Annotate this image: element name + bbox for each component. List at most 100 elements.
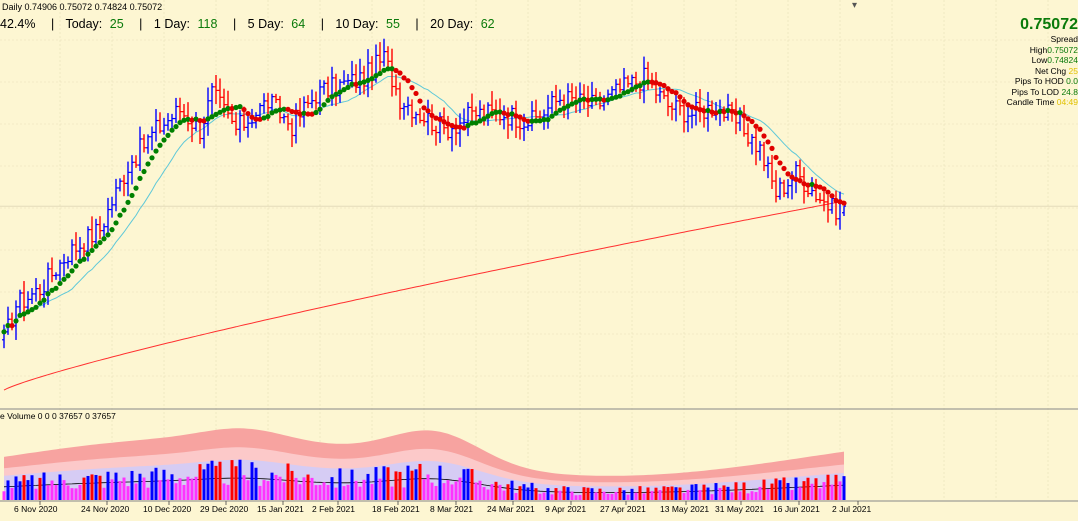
price-bar	[358, 58, 362, 96]
volume-bar	[618, 487, 622, 500]
trend-ma-dot	[513, 113, 519, 119]
trend-ma-dot	[153, 148, 159, 154]
trend-ma-dot	[761, 133, 767, 139]
volume-bar	[14, 476, 18, 500]
volume-bar	[690, 484, 694, 500]
volume-bar	[130, 470, 134, 500]
price-bar	[74, 232, 78, 261]
trend-ma-dot	[45, 291, 51, 297]
price-info-panel: 0.75072 Spread High0.75072 Low0.74824 Ne…	[978, 16, 1078, 108]
price-bar	[822, 191, 826, 212]
price-bar	[410, 99, 414, 128]
price-bar	[322, 80, 326, 95]
volume-bar	[762, 479, 766, 500]
trend-ma-dot	[229, 105, 235, 112]
trend-ma-dot	[525, 118, 531, 124]
volume-bar	[386, 467, 390, 500]
trend-ma-dot	[161, 137, 167, 143]
trend-ma-dot	[381, 67, 387, 73]
price-bar	[150, 126, 154, 151]
trend-ma-dot	[57, 280, 63, 287]
trend-ma-dot	[609, 95, 615, 101]
price-bar	[274, 93, 278, 104]
price-bar	[162, 117, 166, 135]
price-bar	[502, 105, 506, 130]
scroll-down-icon[interactable]: ▾	[852, 0, 858, 11]
pips-to-lod-label: Pips To LOD	[1011, 86, 1060, 97]
price-bar	[282, 113, 286, 124]
volume-bar	[142, 477, 146, 500]
trend-ma-dot	[89, 247, 95, 254]
trend-ma-dot	[541, 117, 547, 123]
volume-bar	[606, 493, 610, 500]
price-bar	[806, 186, 810, 198]
volume-bar	[146, 487, 150, 500]
volume-bar	[430, 482, 434, 500]
volume-bar	[462, 469, 466, 500]
trend-ma-dot	[117, 212, 123, 218]
volume-bar	[778, 480, 782, 500]
volume-bar	[282, 482, 286, 500]
volume-bar	[118, 481, 122, 500]
trend-ma-dot	[725, 107, 731, 114]
volume-bar	[566, 487, 570, 500]
volume-bar	[730, 492, 734, 500]
price-bar	[214, 74, 218, 105]
price-bar	[138, 126, 142, 171]
trend-ma-dot	[241, 106, 247, 113]
volume-bar	[758, 486, 762, 500]
trend-ma-dot	[189, 117, 195, 123]
trend-ma-dot	[837, 199, 843, 205]
price-bar	[394, 74, 398, 96]
volume-bar	[446, 480, 450, 500]
trend-ma-dot	[577, 97, 583, 103]
trend-ma-dot	[749, 118, 755, 125]
volume-bar	[98, 475, 102, 500]
volume-bar	[530, 482, 534, 500]
volume-bar	[838, 481, 842, 500]
trend-ma-dot	[793, 176, 799, 182]
trend-ma-dot	[393, 67, 399, 74]
volume-bar	[10, 487, 14, 500]
price-bar	[558, 89, 562, 106]
low-row: Low0.74824	[978, 55, 1078, 66]
trend-ma-dot	[765, 139, 771, 145]
volume-bar	[438, 465, 442, 500]
price-bar	[510, 105, 514, 131]
separator: |	[320, 17, 324, 31]
trend-ma-dot	[469, 120, 475, 126]
price-bar	[310, 89, 314, 109]
x-tick-label: 6 Nov 2020	[14, 504, 58, 514]
trend-ma-dot	[37, 300, 43, 306]
price-bar	[462, 108, 466, 127]
volume-bar	[38, 477, 42, 500]
trend-ma-dot	[657, 81, 663, 87]
volume-bar	[42, 472, 46, 500]
trend-ma-dot	[109, 227, 115, 233]
price-bar	[342, 70, 346, 85]
volume-bar	[342, 486, 346, 500]
trend-ma-dot	[773, 154, 779, 161]
price-bar	[78, 236, 82, 262]
low-label: Low	[1031, 55, 1048, 65]
volume-bar	[334, 487, 338, 500]
volume-bar	[450, 484, 454, 500]
price-bar	[710, 100, 714, 118]
price-bar	[614, 79, 618, 98]
trend-ma-dot	[405, 78, 411, 84]
price-bar	[626, 75, 630, 88]
trend-ma-dot	[689, 104, 695, 110]
volume-bar	[246, 480, 250, 500]
volume-bar	[58, 474, 62, 500]
trend-ma-dot	[373, 73, 379, 79]
price-bar	[530, 101, 534, 132]
x-tick-label: 31 May 2021	[715, 504, 764, 514]
trend-ma-dot	[673, 90, 679, 96]
trend-ma-dot	[65, 273, 71, 279]
separator: |	[139, 17, 143, 31]
x-tick-label: 24 Nov 2020	[81, 504, 129, 514]
volume-bar	[538, 493, 542, 500]
trend-ma-dot	[457, 124, 463, 130]
